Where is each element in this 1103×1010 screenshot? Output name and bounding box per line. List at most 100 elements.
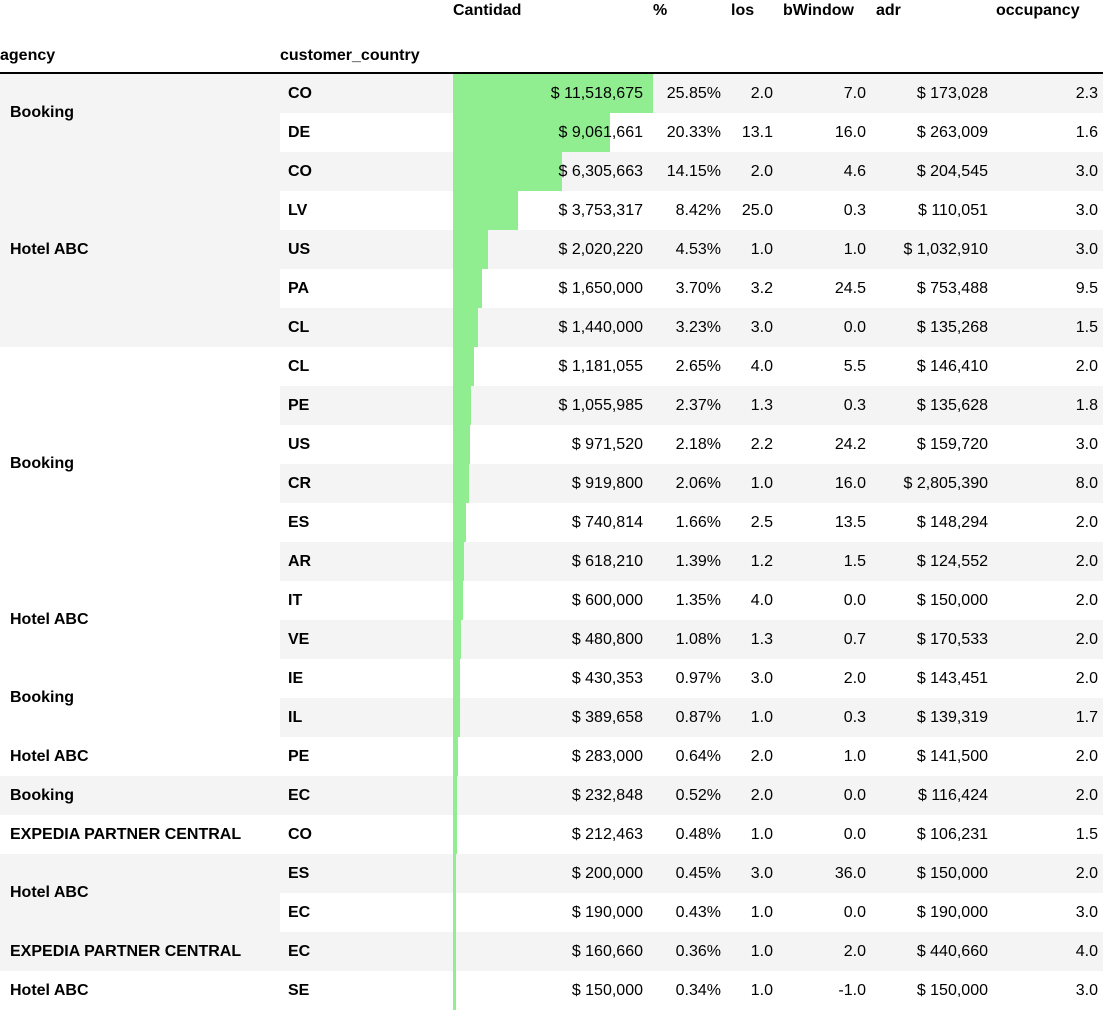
cantidad-bar xyxy=(453,152,563,191)
cantidad-value: $ 2,020,220 xyxy=(558,240,643,258)
header-occupancy: occupancy xyxy=(996,2,1080,19)
country-cell: CO xyxy=(280,73,453,113)
cantidad-value: $ 480,800 xyxy=(571,630,643,648)
los-cell: 25.0 xyxy=(741,201,773,219)
bwindow-cell: 4.6 xyxy=(783,152,876,191)
header-spacer-agency xyxy=(0,0,280,32)
bwindow-cell: 0.0 xyxy=(783,776,876,815)
country-cell: IT xyxy=(288,591,303,609)
table-row: US $ 971,520 2.18% 2.2 24.2 $ 159,720 3.0 xyxy=(0,425,1103,464)
cantidad-cell: $ 1,650,000 xyxy=(453,269,653,308)
percent-cell: 2.18% xyxy=(675,435,721,453)
percent-cell: 1.35% xyxy=(675,591,721,609)
cantidad-bar xyxy=(453,776,458,815)
occupancy-cell: 3.0 xyxy=(1075,435,1098,453)
cantidad-value: $ 150,000 xyxy=(571,981,643,999)
adr-cell: $ 173,028 xyxy=(876,73,996,113)
table-row: AR $ 618,210 1.39% 1.2 1.5 $ 124,552 2.0 xyxy=(0,542,1103,581)
header-agency: agency xyxy=(0,47,56,64)
cantidad-cell: $ 740,814 xyxy=(453,503,653,542)
percent-cell: 0.87% xyxy=(653,698,731,737)
cantidad-bar xyxy=(453,659,461,698)
percent-cell: 0.43% xyxy=(675,903,721,921)
country-cell: CO xyxy=(288,825,312,843)
los-cell: 4.0 xyxy=(750,591,773,609)
bwindow-cell: 16.0 xyxy=(834,123,866,141)
bwindow-cell: 5.5 xyxy=(843,357,866,375)
occupancy-cell: 2.0 xyxy=(996,854,1103,893)
adr-cell: $ 753,488 xyxy=(916,279,988,297)
bwindow-cell: 0.0 xyxy=(843,591,866,609)
header-row-index: agency customer_country xyxy=(0,32,1103,73)
cantidad-bar xyxy=(453,503,466,542)
bwindow-cell: 0.0 xyxy=(783,308,876,347)
cantidad-bar xyxy=(453,971,456,1010)
cantidad-value: $ 1,650,000 xyxy=(558,279,643,297)
adr-cell: $ 150,000 xyxy=(876,854,996,893)
bwindow-cell: 24.2 xyxy=(834,435,866,453)
cantidad-cell: $ 600,000 xyxy=(453,581,653,620)
cantidad-bar xyxy=(453,425,470,464)
bwindow-cell: 16.0 xyxy=(783,464,876,503)
percent-cell: 3.70% xyxy=(675,279,721,297)
bwindow-cell: 2.0 xyxy=(843,669,866,687)
occupancy-cell: 2.0 xyxy=(1075,513,1098,531)
table-row: Booking IE $ 430,353 0.97% 3.0 2.0 $ 143,451 2.… xyxy=(0,659,1103,706)
header-customer-country: customer_country xyxy=(280,47,420,64)
los-cell: 2.0 xyxy=(731,776,783,815)
table-body: Booking CO $ 11,518,675 25.85% 2.0 7.0 $ 173,0… xyxy=(0,73,1103,1010)
cantidad-bar xyxy=(453,308,478,347)
adr-cell: $ 170,533 xyxy=(876,620,996,659)
agency-cell: EXPEDIA PARTNER CENTRAL xyxy=(10,825,242,843)
table-row: CR $ 919,800 2.06% 1.0 16.0 $ 2,805,390 8.0 xyxy=(0,464,1103,503)
los-cell: 2.0 xyxy=(731,152,783,191)
adr-cell: $ 110,051 xyxy=(918,201,988,219)
percent-cell: 1.08% xyxy=(653,620,731,659)
cantidad-cell: $ 389,658 xyxy=(453,698,653,737)
occupancy-cell: 3.0 xyxy=(1075,981,1098,999)
adr-cell: $ 190,000 xyxy=(916,903,988,921)
country-cell: LV xyxy=(288,201,308,219)
header-row-measures: Cantidad % los bWindow adr occupancy xyxy=(0,0,1103,32)
cantidad-bar xyxy=(453,113,611,152)
bwindow-cell: 1.0 xyxy=(843,747,866,765)
cantidad-bar xyxy=(453,230,489,269)
adr-cell: $ 135,268 xyxy=(876,308,996,347)
los-cell: 1.0 xyxy=(750,825,773,843)
occupancy-cell: 8.0 xyxy=(996,464,1103,503)
adr-cell: $ 116,424 xyxy=(876,776,996,815)
cantidad-value: $ 11,518,675 xyxy=(550,84,643,102)
los-cell: 2.2 xyxy=(750,435,773,453)
percent-cell: 2.65% xyxy=(675,357,721,375)
los-cell: 1.2 xyxy=(731,542,783,581)
occupancy-cell: 1.6 xyxy=(1075,123,1098,141)
table-row: US $ 2,020,220 4.53% 1.0 1.0 $ 1,032,910 3.0 xyxy=(0,230,1103,269)
agency-cell: Hotel ABC xyxy=(10,747,89,765)
los-cell: 1.3 xyxy=(731,620,783,659)
table-row: LV $ 3,753,317 8.42% 25.0 0.3 $ 110,051 3.0 xyxy=(0,191,1103,230)
bwindow-cell: 0.7 xyxy=(783,620,876,659)
occupancy-cell: 9.5 xyxy=(1075,279,1098,297)
header-spacer-country xyxy=(280,0,453,32)
country-cell: VE xyxy=(280,620,453,659)
adr-cell: $ 124,552 xyxy=(876,542,996,581)
cantidad-value: $ 283,000 xyxy=(571,747,643,765)
los-cell: 1.0 xyxy=(750,903,773,921)
agency-cell: Booking xyxy=(0,73,280,152)
occupancy-cell: 2.0 xyxy=(996,620,1103,659)
country-cell: EC xyxy=(288,903,311,921)
country-cell: ES xyxy=(280,854,453,893)
table-row: EXPEDIA PARTNER CENTRAL EC $ 160,660 0.36% 1… xyxy=(0,932,1103,971)
cantidad-bar xyxy=(453,932,456,971)
percent-cell: 14.15% xyxy=(653,152,731,191)
bwindow-cell: 13.5 xyxy=(834,513,866,531)
percent-cell: 0.97% xyxy=(675,669,721,687)
cantidad-cell: $ 480,800 xyxy=(453,620,653,659)
los-cell: 1.0 xyxy=(731,464,783,503)
table-row: Booking EC $ 232,848 0.52% 2.0 0.0 $ 116,424 2.… xyxy=(0,776,1103,815)
percent-cell: 2.37% xyxy=(653,386,731,425)
occupancy-cell: 2.0 xyxy=(996,542,1103,581)
occupancy-cell: 2.0 xyxy=(1075,669,1098,687)
agency-cell: Hotel ABC xyxy=(0,152,280,347)
adr-cell: $ 440,660 xyxy=(876,932,996,971)
